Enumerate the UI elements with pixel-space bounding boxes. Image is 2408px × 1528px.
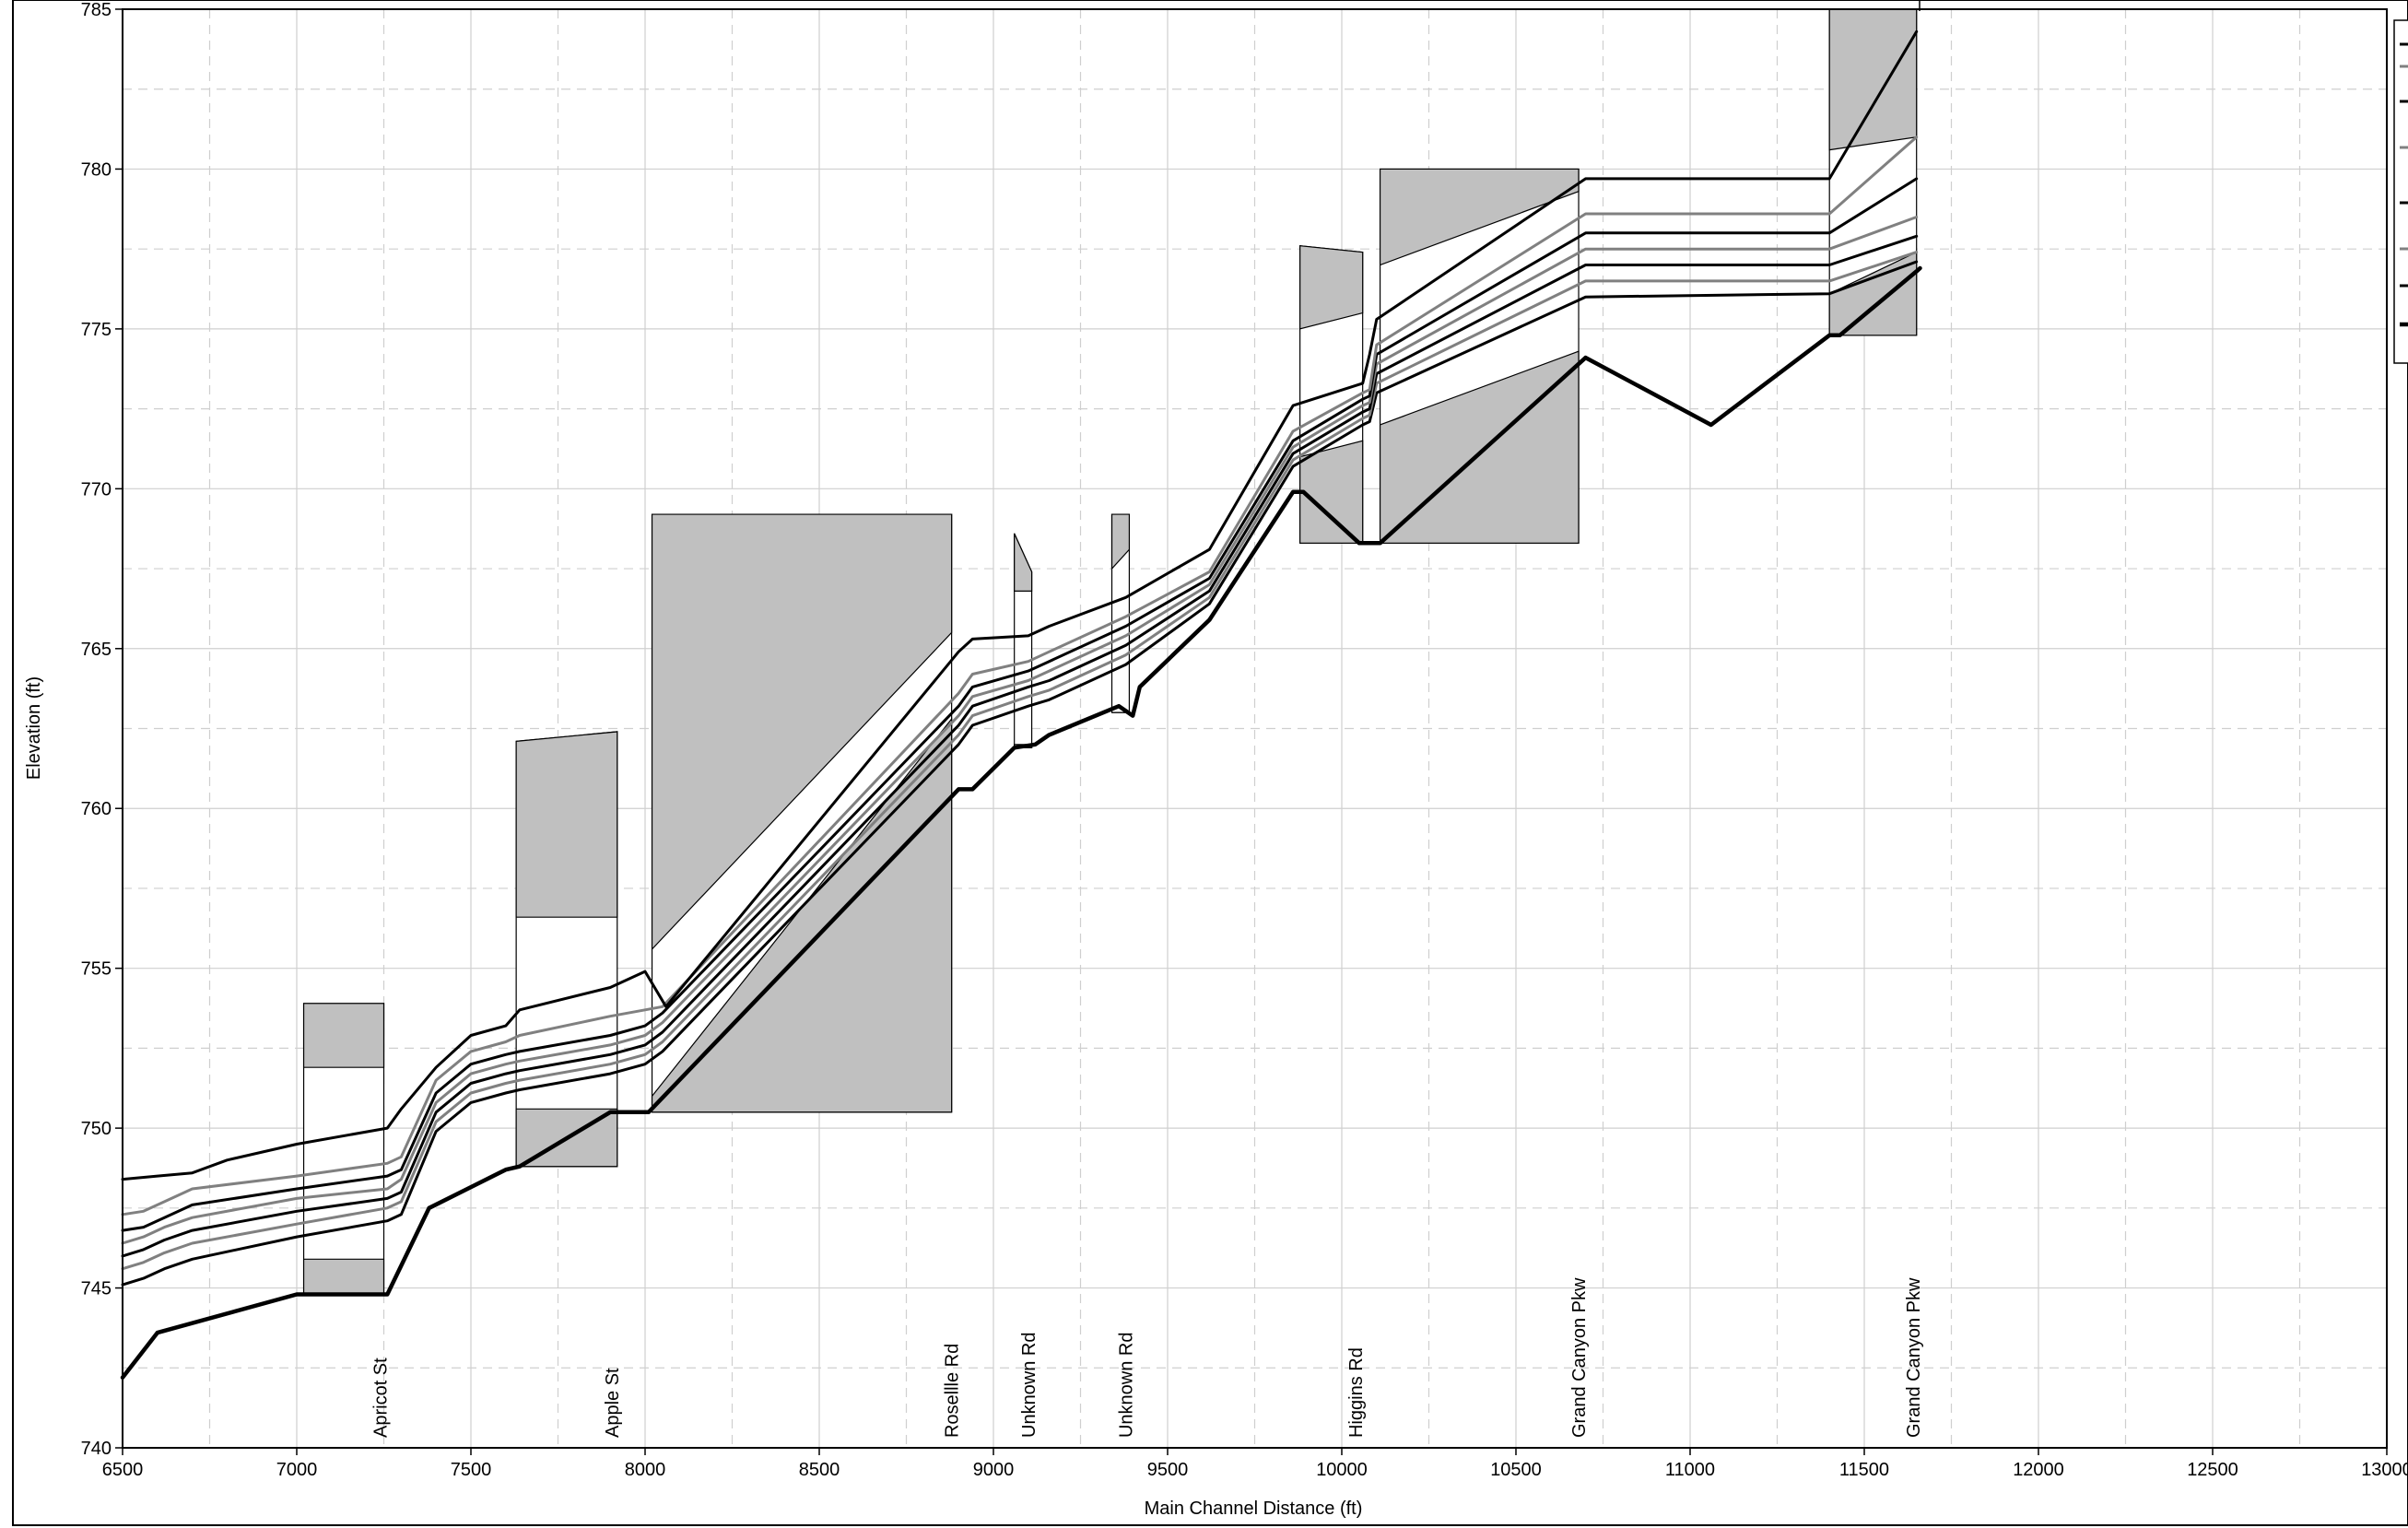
x-tick-label: 6500 bbox=[102, 1460, 144, 1480]
outer-frame bbox=[12, 0, 2408, 1526]
legend bbox=[1919, 0, 2408, 364]
y-axis-ticks: 740 745 750 755 760 765 770 775 780 785 bbox=[81, 0, 123, 1459]
structure-label: Apple St bbox=[603, 1368, 623, 1438]
structure-label: Apricot St bbox=[371, 1358, 392, 1438]
y-tick-label: 760 bbox=[81, 799, 112, 819]
x-tick-label: 10500 bbox=[1490, 1460, 1542, 1480]
structure-lower-fill bbox=[302, 1258, 385, 1296]
y-tick-label: 745 bbox=[81, 1279, 112, 1299]
x-tick-label: 7000 bbox=[276, 1460, 318, 1480]
structure-deck bbox=[651, 513, 953, 951]
plot-area-border bbox=[122, 8, 2388, 1449]
structure-deck bbox=[1379, 168, 1580, 266]
y-tick-label: 775 bbox=[81, 320, 112, 340]
structure-lower-fill bbox=[1828, 251, 1918, 336]
series-layer bbox=[120, 29, 1922, 1380]
x-tick-label: 11000 bbox=[1665, 1460, 1715, 1480]
structure-lower-fill bbox=[1379, 350, 1580, 544]
structure-labels: Apricot St Apple St Rosellle Rd Unknown Rd U… bbox=[371, 1277, 1924, 1438]
x-tick-label: 8500 bbox=[799, 1460, 840, 1480]
legend-box bbox=[2393, 19, 2408, 364]
x-tick-label: 12500 bbox=[2187, 1460, 2238, 1480]
y-tick-label: 750 bbox=[81, 1119, 112, 1139]
structure-label: Rosellle Rd bbox=[943, 1344, 963, 1438]
y-tick-label: 780 bbox=[81, 159, 112, 180]
structure-label: Grand Canyon Pkw bbox=[1569, 1277, 1590, 1438]
structure-deck bbox=[1299, 245, 1364, 330]
structure-label: Unknown Rd bbox=[1019, 1332, 1040, 1438]
structure-deck bbox=[1110, 513, 1131, 570]
series-line-3 bbox=[121, 234, 1919, 1258]
y-axis-label: Elevation (ft) bbox=[24, 676, 44, 780]
x-axis-label: Main Channel Distance (ft) bbox=[1145, 1499, 1363, 1519]
x-tick-label: 9000 bbox=[973, 1460, 1015, 1480]
y-tick-label: 755 bbox=[81, 959, 112, 980]
series-line-6 bbox=[121, 135, 1919, 1217]
y-tick-label: 765 bbox=[81, 640, 112, 660]
series-line-2 bbox=[121, 251, 1919, 1271]
structure-label: Higgins Rd bbox=[1346, 1347, 1367, 1438]
series-line-5 bbox=[121, 177, 1919, 1232]
x-tick-label: 10000 bbox=[1316, 1460, 1368, 1480]
x-tick-label: 13000 bbox=[2361, 1460, 2408, 1480]
y-tick-label: 785 bbox=[81, 0, 112, 20]
x-tick-label: 9500 bbox=[1147, 1460, 1189, 1480]
series-line-7 bbox=[121, 29, 1919, 1181]
structure-label: Unknown Rd bbox=[1117, 1332, 1137, 1438]
x-tick-label: 12000 bbox=[2013, 1460, 2064, 1480]
series-line-channel-bed bbox=[120, 265, 1922, 1380]
y-tick-label: 740 bbox=[81, 1439, 112, 1459]
x-tick-label: 8000 bbox=[625, 1460, 666, 1480]
x-axis-ticks: 6500 7000 7500 8000 8500 9000 9500 10000 10500 11… bbox=[102, 1448, 2408, 1480]
y-tick-label: 770 bbox=[81, 479, 112, 500]
structure-deck bbox=[1828, 8, 1918, 151]
structure-deck bbox=[1014, 533, 1033, 592]
series-line-4 bbox=[121, 216, 1919, 1245]
structure-deck bbox=[515, 731, 618, 918]
series-line-1 bbox=[121, 260, 1919, 1287]
structure-deck bbox=[302, 1003, 385, 1068]
x-tick-label: 7500 bbox=[451, 1460, 492, 1480]
structure-layer bbox=[302, 8, 1918, 1296]
x-tick-label: 11500 bbox=[1839, 1460, 1889, 1480]
structure-label: Grand Canyon Pkw bbox=[1904, 1277, 1924, 1438]
